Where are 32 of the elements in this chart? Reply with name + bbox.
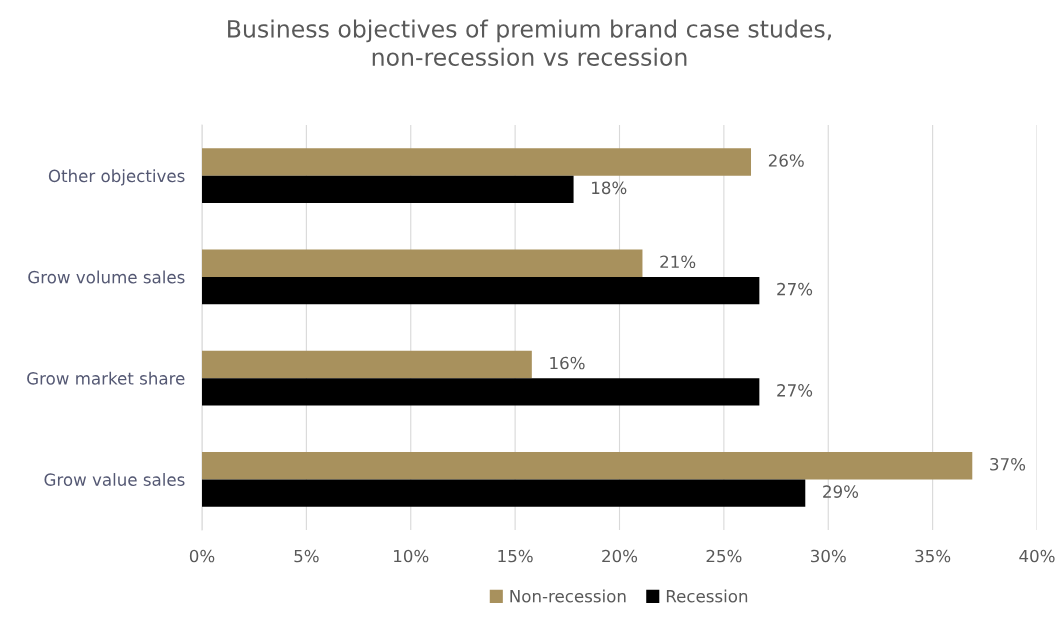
x-tick-label: 20% (602, 549, 638, 563)
data-label: 27% (777, 384, 813, 397)
y-tick-label: Grow volume sales (28, 270, 185, 284)
legend-label: Non-recession (510, 589, 626, 603)
bar (202, 350, 532, 379)
x-tick-label: 5% (294, 549, 319, 563)
y-tick-label: Grow market share (27, 371, 185, 385)
bar (202, 175, 574, 203)
bar (202, 276, 760, 305)
x-tick-label: 40% (1019, 549, 1055, 563)
data-label: 29% (823, 485, 859, 498)
y-tick-label: Other objectives (48, 169, 185, 186)
data-label: 27% (777, 282, 813, 296)
bar (202, 378, 760, 406)
x-tick-label: 10% (394, 549, 429, 563)
chart-title: Business objectives of premium brand case studes, non-recession vs recession (228, 19, 831, 66)
bar (202, 249, 643, 277)
x-tick-label: 30% (811, 549, 846, 563)
data-label: 21% (660, 255, 696, 269)
bar (202, 479, 806, 507)
x-tick-label: 25% (706, 549, 742, 563)
x-tick-label: 0% (189, 549, 215, 563)
data-label: 18% (592, 181, 627, 195)
legend-label: Recession (666, 589, 748, 603)
x-tick-label: 15% (498, 549, 533, 563)
data-label: 16% (550, 356, 585, 370)
data-label: 26% (768, 154, 804, 167)
x-tick-label: 35% (915, 549, 951, 563)
data-label: 37% (990, 457, 1026, 471)
bar (202, 148, 752, 176)
bar (202, 452, 973, 480)
y-tick-label: Grow value sales (44, 473, 185, 486)
